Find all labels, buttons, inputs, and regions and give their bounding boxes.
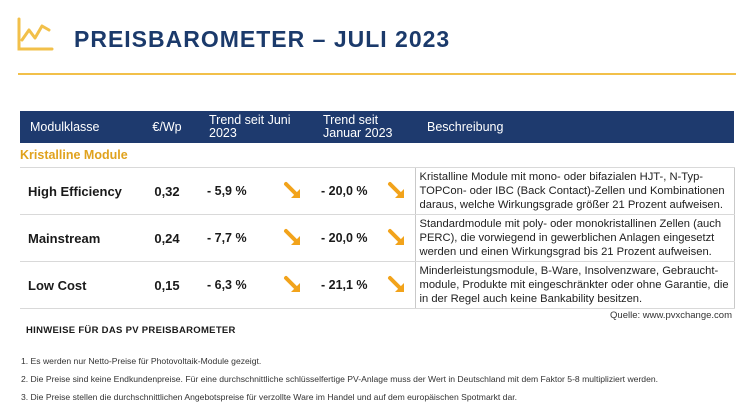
trend-june-value: - 5,9 % <box>207 184 247 198</box>
down-right-arrow-icon <box>284 229 300 245</box>
table-row: High Efficiency 0,32 - 5,9 % - 20,0 % Kr… <box>20 167 735 215</box>
trend-june-cell: - 6,3 % <box>197 261 311 309</box>
source-credit: Quelle: www.pvxchange.com <box>610 310 732 321</box>
trend-june-cell: - 5,9 % <box>197 167 311 215</box>
price-value: 0,24 <box>137 214 197 262</box>
price-value: 0,15 <box>137 261 197 309</box>
notes-heading: HINWEISE FÜR DAS PV PREISBAROMETER <box>26 325 236 336</box>
trend-chart-logo-icon <box>17 17 54 51</box>
trend-jan-value: - 21,1 % <box>321 278 368 292</box>
note-item: 2. Die Preise sind keine Endkundenpreise… <box>21 374 659 384</box>
note-item: 3. Die Preise stellen die durchschnittli… <box>21 392 517 402</box>
trend-jan-cell: - 20,0 % <box>311 167 415 215</box>
description-text: Standardmodule mit poly- oder monokrista… <box>414 214 735 262</box>
down-right-arrow-icon <box>387 229 404 245</box>
table-row: Low Cost 0,15 - 6,3 % - 21,1 % Minderlei… <box>20 261 735 309</box>
down-right-arrow-icon <box>387 182 404 198</box>
col-header-trend-june: Trend seit Juni 2023 <box>197 111 311 143</box>
notes-list: 1. Es werden nur Netto-Preise für Photov… <box>21 352 658 406</box>
trend-june-cell: - 7,7 % <box>197 214 311 262</box>
trend-june-value: - 6,3 % <box>207 278 247 292</box>
section-label: Kristalline Module <box>20 143 734 168</box>
down-right-arrow-icon <box>284 276 300 292</box>
col-header-price: €/Wp <box>137 111 197 143</box>
trend-june-value: - 7,7 % <box>207 231 247 245</box>
title-divider <box>18 73 736 75</box>
table-header-row: Modulklasse €/Wp Trend seit Juni 2023 Tr… <box>20 111 734 143</box>
module-class-name: Mainstream <box>20 214 137 262</box>
description-text: Kristalline Module mit mono- oder bifazi… <box>414 167 735 215</box>
page-title: PREISBAROMETER – JULI 2023 <box>74 26 451 52</box>
module-class-name: High Efficiency <box>20 167 137 215</box>
col-header-trend-jan: Trend seit Januar 2023 <box>311 111 415 143</box>
down-right-arrow-icon <box>284 182 300 198</box>
table-row: Mainstream 0,24 - 7,7 % - 20,0 % Standar… <box>20 214 735 262</box>
price-value: 0,32 <box>137 167 197 215</box>
trend-jan-cell: - 21,1 % <box>311 261 415 309</box>
section-row: Kristalline Module <box>20 143 734 168</box>
description-text: Minderleistungsmodule, B-Ware, Insolvenz… <box>414 261 735 309</box>
trend-jan-value: - 20,0 % <box>321 231 368 245</box>
module-class-name: Low Cost <box>20 261 137 309</box>
down-right-arrow-icon <box>387 276 404 292</box>
trend-jan-value: - 20,0 % <box>321 184 368 198</box>
price-barometer-table: Modulklasse €/Wp Trend seit Juni 2023 Tr… <box>20 111 735 309</box>
trend-jan-cell: - 20,0 % <box>311 214 415 262</box>
col-header-modulklasse: Modulklasse <box>20 111 137 143</box>
note-item: 1. Es werden nur Netto-Preise für Photov… <box>21 356 262 366</box>
col-header-beschreibung: Beschreibung <box>415 111 734 143</box>
